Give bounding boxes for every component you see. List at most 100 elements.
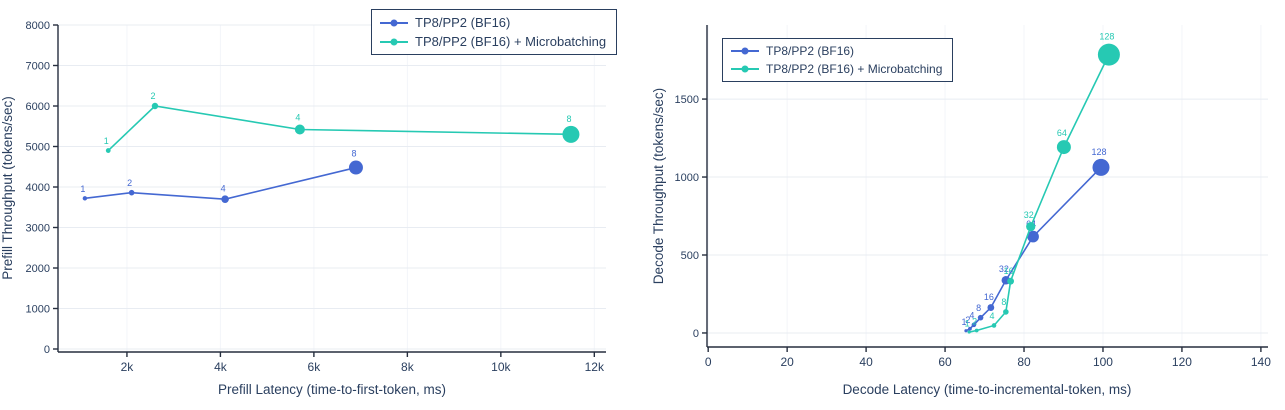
y-tick-label: 5000 bbox=[26, 141, 50, 153]
point-label: 32 bbox=[1024, 210, 1034, 220]
data-point[interactable] bbox=[151, 102, 159, 110]
data-point[interactable] bbox=[221, 195, 229, 203]
y-tick-label: 500 bbox=[681, 250, 699, 262]
series-line-teal bbox=[968, 54, 1110, 333]
point-label: 2 bbox=[127, 178, 132, 188]
point-label: 16 bbox=[984, 292, 994, 302]
point-label: 128 bbox=[1091, 147, 1106, 157]
x-tick-label: 6k bbox=[308, 360, 322, 374]
data-point[interactable] bbox=[964, 329, 968, 333]
point-label: 2 bbox=[150, 91, 155, 101]
data-point[interactable] bbox=[562, 125, 580, 143]
y-tick-label: 7000 bbox=[26, 60, 50, 72]
legend-item-tp8pp2-bf16-microbatching[interactable]: TP8/PP2 (BF16) + Microbatching bbox=[380, 34, 606, 49]
y-tick-label: 0 bbox=[693, 328, 699, 340]
point-label: 4 bbox=[990, 311, 995, 321]
data-point[interactable] bbox=[977, 314, 984, 321]
point-label: 128 bbox=[1099, 32, 1114, 42]
prefill-chart: 2k 4k 6k 8k 10k 12k 0 1000 2000 3000 4000 5000 6000 7… bbox=[0, 0, 643, 410]
data-point[interactable] bbox=[82, 196, 88, 201]
y-tick-label: 6000 bbox=[26, 101, 50, 113]
point-label: 1 bbox=[961, 317, 966, 327]
series-line-blue bbox=[84, 166, 357, 200]
x-tick-label: 0 bbox=[705, 355, 712, 369]
point-label: 4 bbox=[221, 183, 226, 193]
y-tick-label: 3000 bbox=[26, 222, 50, 234]
point-label: 2 bbox=[972, 317, 977, 327]
x-tick-label: 80 bbox=[1017, 355, 1031, 369]
data-point[interactable] bbox=[971, 322, 977, 328]
x-tick-label: 120 bbox=[1172, 355, 1192, 369]
data-point[interactable] bbox=[974, 328, 979, 333]
x-tick-label: 10k bbox=[491, 360, 511, 374]
data-point[interactable] bbox=[968, 326, 972, 331]
y-axis-title: Decode Throughput (tokens/sec) bbox=[651, 88, 666, 284]
legend: TP8/PP2 (BF16) TP8/PP2 (BF16) + Microbat… bbox=[371, 9, 618, 55]
x-tick-label: 140 bbox=[1251, 355, 1271, 369]
point-label: 2 bbox=[965, 315, 970, 325]
x-tick-label: 12k bbox=[585, 360, 605, 374]
data-point[interactable] bbox=[105, 148, 111, 153]
data-point[interactable] bbox=[1092, 158, 1110, 176]
data-point[interactable] bbox=[1097, 43, 1120, 66]
point-label: 8 bbox=[351, 149, 356, 159]
data-point[interactable] bbox=[1056, 140, 1071, 155]
legend-line-marker-icon bbox=[731, 47, 759, 55]
x-tick-label: 20 bbox=[780, 355, 794, 369]
data-point[interactable] bbox=[128, 189, 135, 196]
legend-label: TP8/PP2 (BF16) + Microbatching bbox=[766, 62, 943, 76]
point-label: 8 bbox=[976, 303, 981, 313]
x-tick-label: 2k bbox=[121, 360, 135, 374]
data-point[interactable] bbox=[294, 124, 305, 135]
point-label: 1 bbox=[104, 136, 109, 146]
legend-item-tp8pp2-bf16[interactable]: TP8/PP2 (BF16) bbox=[380, 15, 606, 30]
data-point[interactable] bbox=[1026, 222, 1036, 232]
point-label: 8 bbox=[566, 114, 571, 124]
data-point[interactable] bbox=[1003, 309, 1009, 315]
y-tick-label: 0 bbox=[44, 344, 50, 356]
series-line-teal bbox=[107, 105, 571, 152]
data-point[interactable] bbox=[348, 160, 363, 175]
point-label: 4 bbox=[969, 311, 974, 321]
y-axis-title: Prefill Throughput (tokens/sec) bbox=[0, 96, 15, 280]
point-label: 4 bbox=[295, 112, 300, 122]
data-point[interactable] bbox=[1007, 277, 1014, 285]
point-label: 1 bbox=[80, 184, 85, 194]
x-tick-label: 100 bbox=[1093, 355, 1113, 369]
y-tick-label: 2000 bbox=[26, 263, 50, 275]
point-label: 32 bbox=[999, 264, 1009, 274]
x-axis-title: Decode Latency (time-to-incremental-toke… bbox=[843, 382, 1132, 397]
decode-chart: 0204060801001201400500100015001248163264… bbox=[643, 0, 1285, 410]
legend-line-marker-icon bbox=[380, 38, 408, 45]
data-point[interactable] bbox=[1027, 230, 1039, 243]
data-point[interactable] bbox=[987, 304, 995, 311]
y-tick-label: 1000 bbox=[26, 303, 50, 315]
series-line-blue bbox=[965, 166, 1102, 332]
legend-line-marker-icon bbox=[731, 65, 759, 73]
point-label: 64 bbox=[1057, 128, 1067, 138]
legend-label: TP8/PP2 (BF16) bbox=[766, 44, 855, 58]
point-label: 16 bbox=[1004, 266, 1014, 276]
legend: TP8/PP2 (BF16) TP8/PP2 (BF16) + Microbat… bbox=[722, 38, 954, 82]
y-tick-label: 8000 bbox=[26, 20, 50, 32]
legend-line-marker-icon bbox=[380, 19, 408, 26]
y-tick-label: 4000 bbox=[26, 182, 50, 194]
legend-item-tp8pp2-bf16-microbatching[interactable]: TP8/PP2 (BF16) + Microbatching bbox=[731, 62, 942, 76]
data-point[interactable] bbox=[991, 323, 997, 328]
decode-plot-svg[interactable]: 0204060801001201400500100015001248163264… bbox=[643, 0, 1285, 410]
point-label: 1 bbox=[965, 318, 970, 328]
x-axis-title: Prefill Latency (time-to-first-token, ms… bbox=[218, 382, 446, 397]
legend-item-tp8pp2-bf16[interactable]: TP8/PP2 (BF16) bbox=[731, 44, 942, 58]
x-tick-label: 8k bbox=[401, 360, 415, 374]
legend-label: TP8/PP2 (BF16) bbox=[415, 15, 511, 30]
y-tick-label: 1500 bbox=[675, 94, 699, 106]
data-point[interactable] bbox=[967, 330, 971, 334]
x-tick-label: 60 bbox=[938, 355, 952, 369]
y-tick-label: 1000 bbox=[675, 172, 699, 184]
x-tick-label: 40 bbox=[859, 355, 873, 369]
prefill-plot-svg[interactable]: 2k 4k 6k 8k 10k 12k 0 1000 2000 3000 4000 5000 6000 7… bbox=[0, 0, 643, 410]
point-label: 8 bbox=[1001, 297, 1006, 307]
legend-label: TP8/PP2 (BF16) + Microbatching bbox=[415, 34, 607, 49]
x-tick-label: 4k bbox=[214, 360, 228, 374]
